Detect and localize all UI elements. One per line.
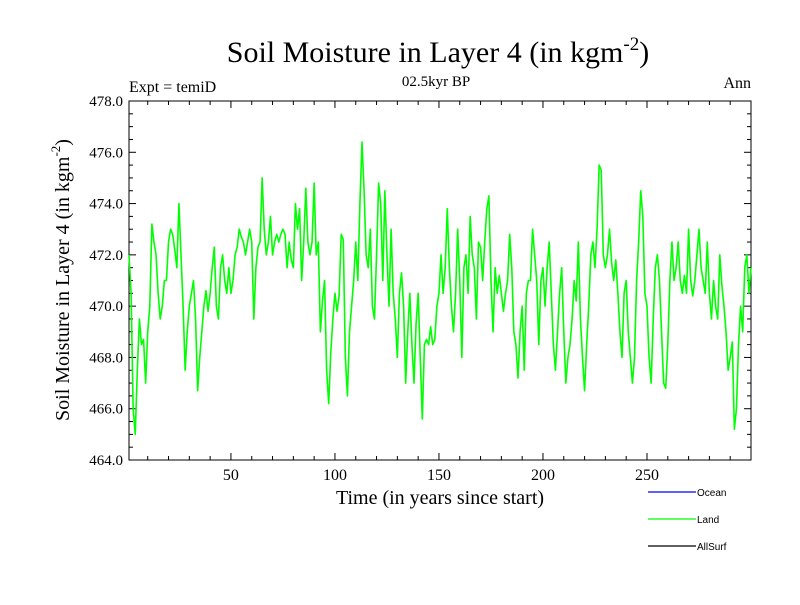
y-tick-label: 476.0 [89,145,123,161]
legend: Ocean Land AllSurf [648,488,727,553]
y-tick-label: 468.0 [89,350,123,366]
subtitle-right: Ann [723,75,751,92]
y-tick-label: 470.0 [89,299,123,315]
x-tick-label: 250 [635,467,659,484]
y-axis-label-close: ) [52,139,74,146]
chart-title-close: ) [639,36,649,69]
y-tick-label: 474.0 [89,197,123,213]
y-axis: 464.0 466.0 468.0 470.0 472.0 474.0 476.0 478.0 [89,94,751,469]
chart-title: Soil Moisture in Layer 4 (in kgm-2) [227,34,649,69]
y-axis-label-superscript: -2 [48,146,63,157]
x-tick-label: 200 [531,467,555,484]
x-axis: 50 100 150 200 250 [147,101,731,484]
subtitle-center: 02.5kyr BP [402,74,470,90]
x-tick-label: 50 [223,467,239,484]
x-tick-label: 150 [427,467,451,484]
y-tick-label: 464.0 [89,453,123,469]
x-tick-label: 100 [323,467,347,484]
legend-label-allsurf: AllSurf [697,542,727,553]
legend-label-ocean: Ocean [697,488,726,499]
subtitle-left: Expt = temiD [129,79,216,96]
y-tick-label: 472.0 [89,248,123,264]
y-tick-label: 478.0 [89,94,123,110]
legend-label-land: Land [697,515,719,526]
series-line-land [128,141,752,436]
y-axis-label: Soil Moisture in Layer 4 (in kgm-2) [48,139,74,421]
y-tick-label: 466.0 [89,402,123,418]
chart-title-superscript: -2 [623,34,639,55]
x-axis-label: Time (in years since start) [336,487,544,509]
